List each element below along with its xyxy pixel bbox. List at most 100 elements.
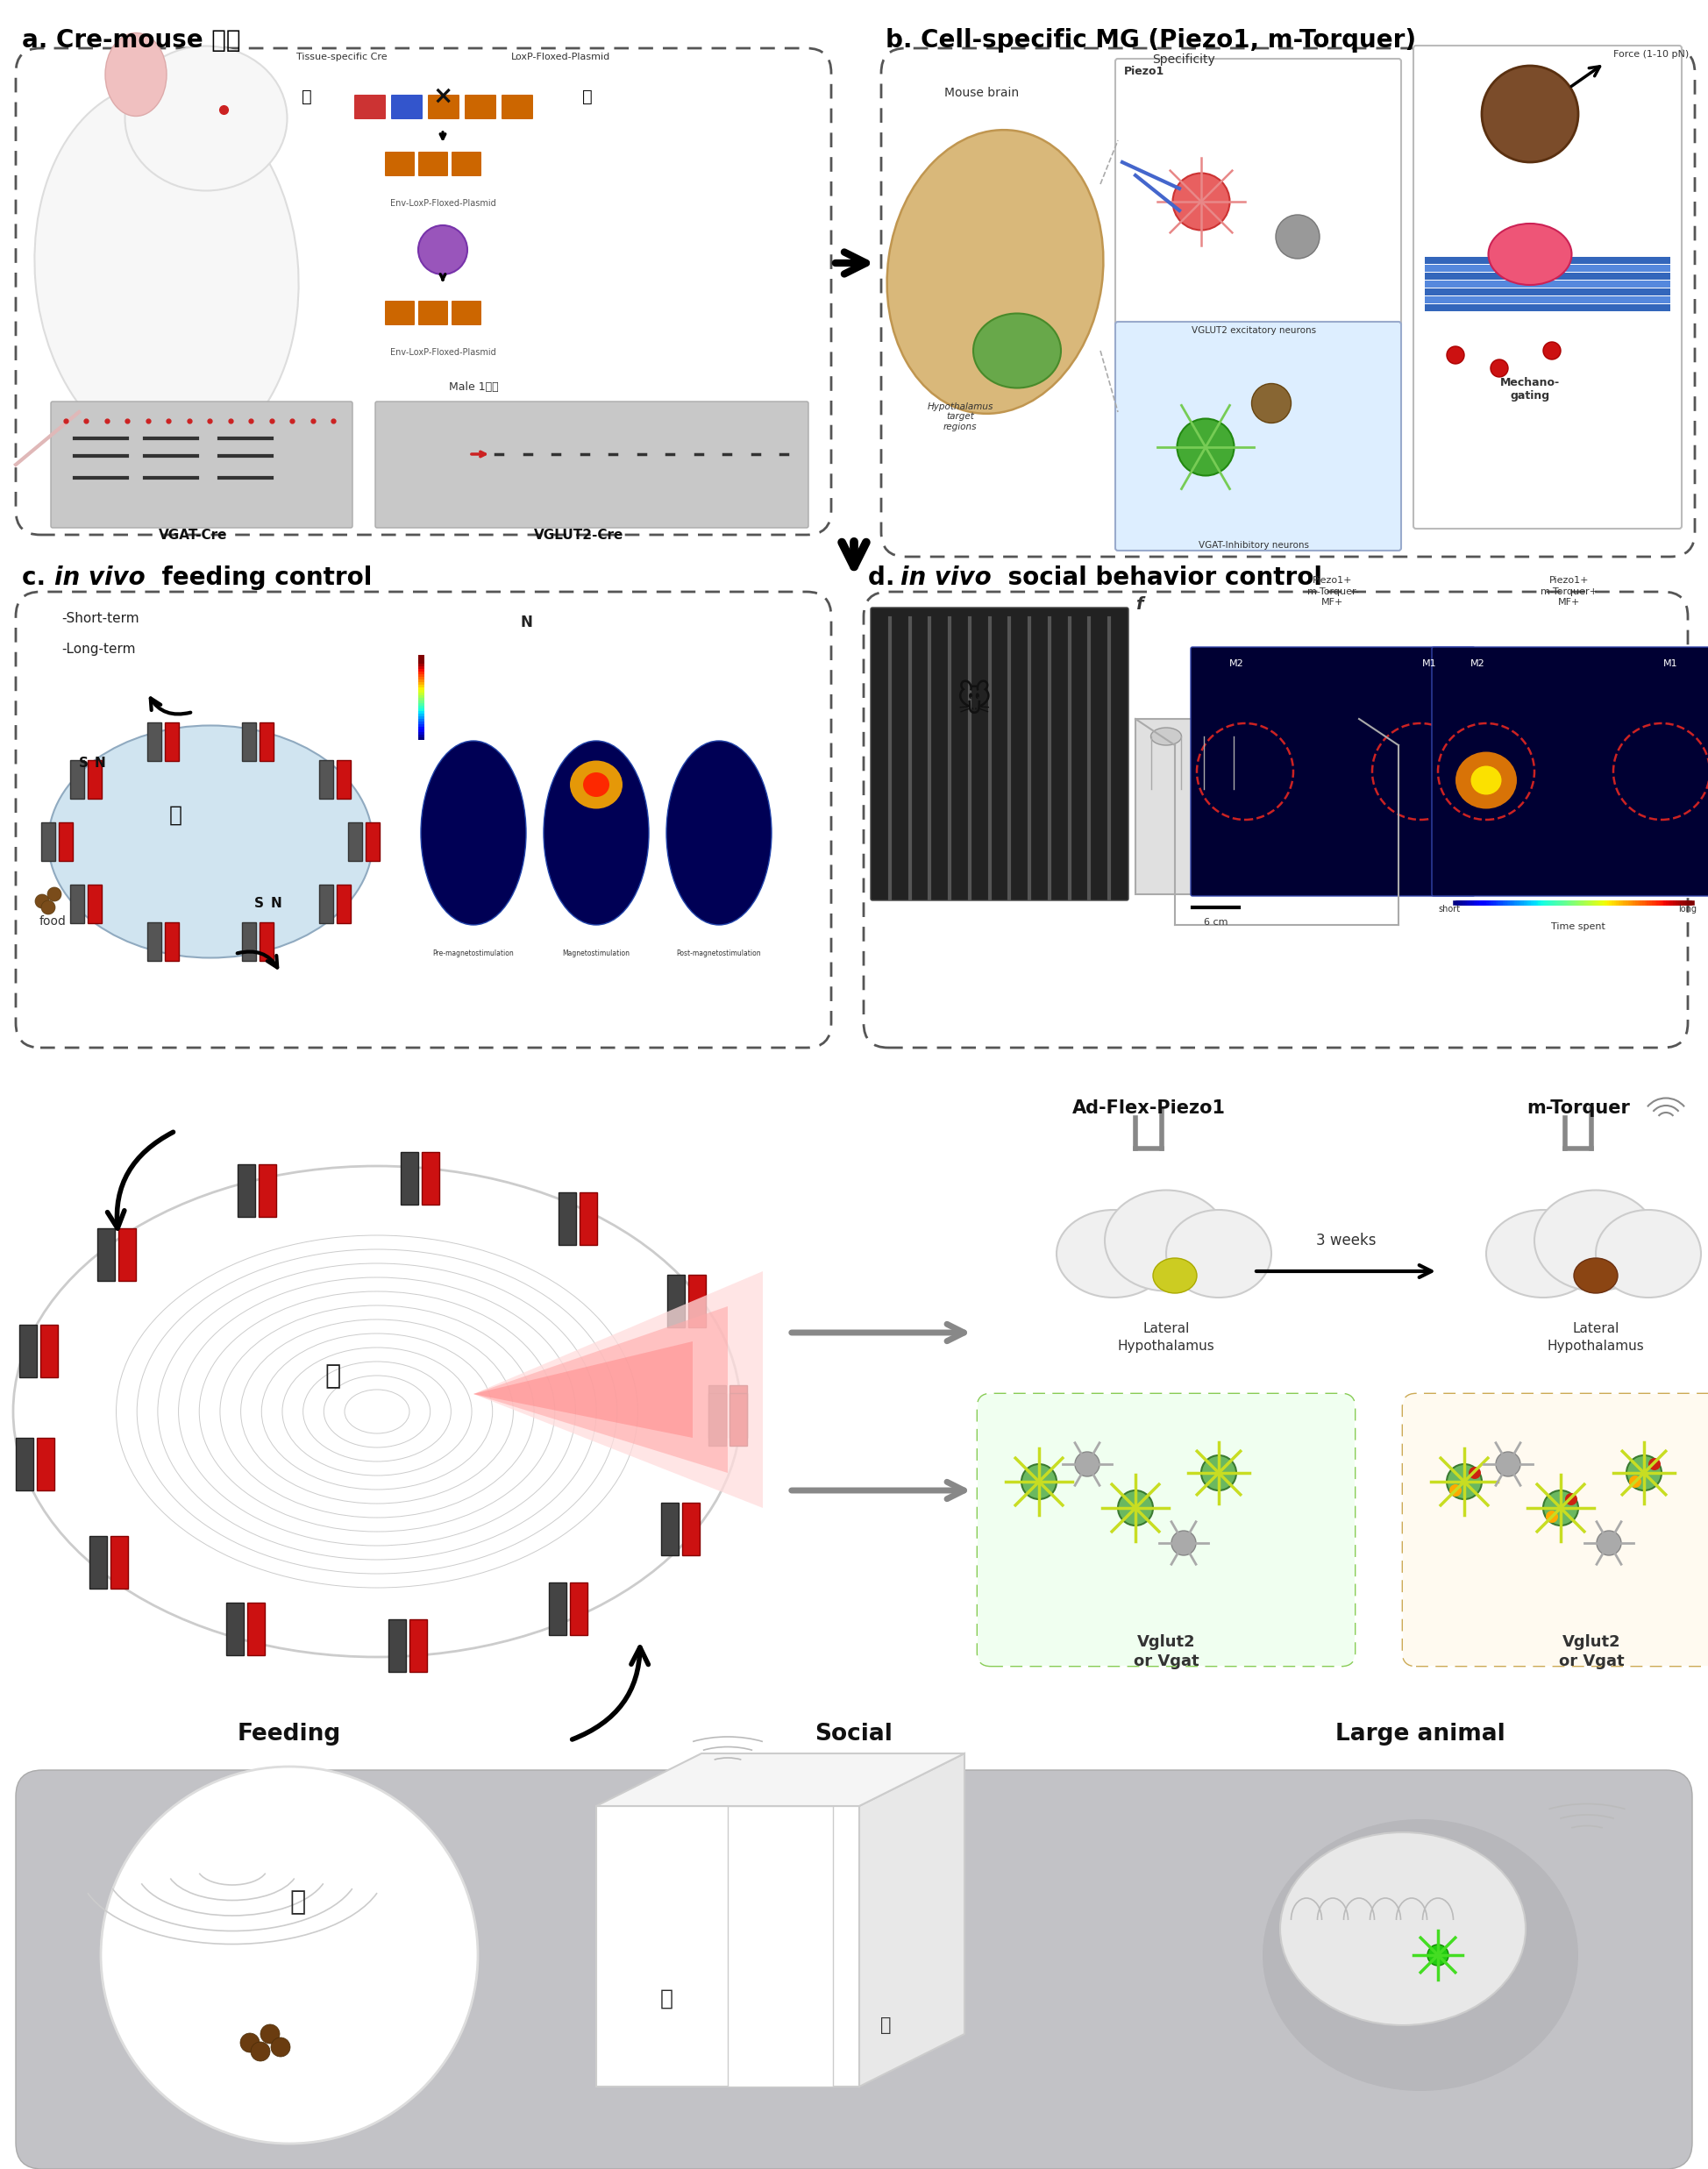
Ellipse shape bbox=[1252, 384, 1291, 423]
Circle shape bbox=[241, 2032, 260, 2052]
FancyBboxPatch shape bbox=[502, 95, 533, 119]
FancyBboxPatch shape bbox=[661, 1503, 680, 1555]
Text: long: long bbox=[1679, 904, 1696, 913]
Bar bbox=[1424, 304, 1670, 310]
FancyBboxPatch shape bbox=[248, 1603, 265, 1655]
Circle shape bbox=[1172, 1531, 1196, 1555]
Text: Ad-Flex-Piezo1: Ad-Flex-Piezo1 bbox=[1073, 1100, 1225, 1117]
FancyBboxPatch shape bbox=[729, 1392, 746, 1447]
FancyBboxPatch shape bbox=[336, 761, 350, 798]
Circle shape bbox=[1542, 1490, 1578, 1525]
Ellipse shape bbox=[1151, 727, 1182, 746]
Ellipse shape bbox=[1595, 1210, 1701, 1297]
Text: Piezo1: Piezo1 bbox=[1124, 65, 1165, 78]
FancyBboxPatch shape bbox=[89, 885, 102, 922]
FancyBboxPatch shape bbox=[729, 1386, 746, 1438]
Text: Post-magnetostimulation: Post-magnetostimulation bbox=[676, 950, 762, 957]
Polygon shape bbox=[728, 1807, 834, 2087]
Ellipse shape bbox=[1483, 65, 1578, 163]
Polygon shape bbox=[473, 1306, 728, 1473]
FancyBboxPatch shape bbox=[109, 1536, 128, 1590]
Circle shape bbox=[1496, 1451, 1520, 1477]
Ellipse shape bbox=[1153, 1258, 1197, 1293]
FancyBboxPatch shape bbox=[97, 1228, 114, 1280]
Text: in vivo: in vivo bbox=[900, 566, 991, 590]
Text: Time spent: Time spent bbox=[1551, 922, 1606, 931]
FancyBboxPatch shape bbox=[465, 95, 497, 119]
FancyBboxPatch shape bbox=[237, 1165, 254, 1217]
Text: Magnetostimulation: Magnetostimulation bbox=[562, 950, 630, 957]
FancyBboxPatch shape bbox=[668, 1275, 685, 1327]
Ellipse shape bbox=[666, 742, 772, 924]
FancyBboxPatch shape bbox=[683, 1503, 700, 1555]
FancyBboxPatch shape bbox=[388, 1620, 407, 1672]
Text: b. Cell-specific MG (Piezo1, m-Torquer): b. Cell-specific MG (Piezo1, m-Torquer) bbox=[885, 28, 1416, 52]
Circle shape bbox=[1469, 1466, 1481, 1479]
FancyBboxPatch shape bbox=[709, 1386, 726, 1438]
Ellipse shape bbox=[106, 33, 167, 117]
Text: Male 1주차: Male 1주차 bbox=[449, 382, 499, 393]
Bar bbox=[1424, 280, 1670, 288]
Text: Piezo1+
m-Torquer-
MF+: Piezo1+ m-Torquer- MF+ bbox=[1307, 577, 1358, 607]
FancyBboxPatch shape bbox=[58, 822, 73, 861]
FancyBboxPatch shape bbox=[243, 722, 256, 761]
FancyBboxPatch shape bbox=[581, 1193, 598, 1245]
Text: food: food bbox=[39, 915, 67, 928]
Ellipse shape bbox=[1534, 1191, 1657, 1291]
FancyBboxPatch shape bbox=[319, 885, 333, 922]
Polygon shape bbox=[596, 1807, 859, 2087]
FancyBboxPatch shape bbox=[709, 1392, 726, 1447]
FancyBboxPatch shape bbox=[41, 822, 55, 861]
Text: 6 cm: 6 cm bbox=[1204, 917, 1228, 926]
Ellipse shape bbox=[1173, 174, 1230, 230]
Text: VGAT-Inhibitory neurons: VGAT-Inhibitory neurons bbox=[1199, 540, 1308, 549]
Ellipse shape bbox=[1488, 223, 1571, 284]
Text: f: f bbox=[1136, 596, 1143, 614]
Circle shape bbox=[36, 894, 50, 909]
Ellipse shape bbox=[1167, 1210, 1271, 1297]
Text: ×: × bbox=[432, 85, 453, 108]
Text: short: short bbox=[1438, 904, 1460, 913]
Circle shape bbox=[1021, 1464, 1057, 1499]
FancyBboxPatch shape bbox=[15, 1438, 34, 1490]
Text: 🐭: 🐭 bbox=[955, 685, 991, 718]
Text: Piezo1+
m-Torquer+
MF+: Piezo1+ m-Torquer+ MF+ bbox=[1541, 577, 1599, 607]
FancyBboxPatch shape bbox=[418, 152, 447, 176]
FancyBboxPatch shape bbox=[366, 822, 379, 861]
FancyBboxPatch shape bbox=[422, 1152, 439, 1204]
Text: N: N bbox=[94, 757, 106, 770]
Text: M1: M1 bbox=[1664, 659, 1677, 668]
Ellipse shape bbox=[582, 772, 610, 796]
FancyBboxPatch shape bbox=[376, 401, 808, 527]
Ellipse shape bbox=[1262, 1820, 1578, 2091]
FancyBboxPatch shape bbox=[384, 301, 415, 325]
Circle shape bbox=[1201, 1455, 1237, 1490]
Polygon shape bbox=[473, 1271, 763, 1507]
FancyBboxPatch shape bbox=[164, 722, 179, 761]
Circle shape bbox=[1450, 1484, 1462, 1497]
FancyBboxPatch shape bbox=[400, 1152, 418, 1204]
FancyBboxPatch shape bbox=[429, 95, 459, 119]
FancyBboxPatch shape bbox=[1414, 46, 1682, 529]
Ellipse shape bbox=[1057, 1210, 1170, 1297]
Text: Lateral
Hypothalamus: Lateral Hypothalamus bbox=[1117, 1323, 1214, 1353]
FancyBboxPatch shape bbox=[39, 1325, 58, 1377]
Text: 🐀: 🐀 bbox=[880, 2017, 892, 2035]
FancyBboxPatch shape bbox=[559, 1193, 576, 1245]
Text: Large animal: Large animal bbox=[1336, 1722, 1505, 1746]
Text: S: S bbox=[79, 757, 89, 770]
Ellipse shape bbox=[1276, 215, 1320, 258]
Text: m-Torquer: m-Torquer bbox=[1527, 1100, 1629, 1117]
Bar bbox=[1424, 265, 1670, 271]
Text: Mouse brain: Mouse brain bbox=[945, 87, 1020, 100]
FancyBboxPatch shape bbox=[354, 95, 386, 119]
Text: VGLUT2-Cre: VGLUT2-Cre bbox=[535, 529, 623, 542]
Text: 🐀: 🐀 bbox=[169, 805, 183, 826]
FancyBboxPatch shape bbox=[1190, 646, 1474, 896]
Text: Force (1-10 pN): Force (1-10 pN) bbox=[1614, 50, 1689, 59]
Circle shape bbox=[48, 887, 61, 902]
Ellipse shape bbox=[125, 46, 287, 191]
Ellipse shape bbox=[1486, 1210, 1600, 1297]
FancyBboxPatch shape bbox=[977, 1395, 1354, 1666]
Circle shape bbox=[1542, 343, 1561, 360]
